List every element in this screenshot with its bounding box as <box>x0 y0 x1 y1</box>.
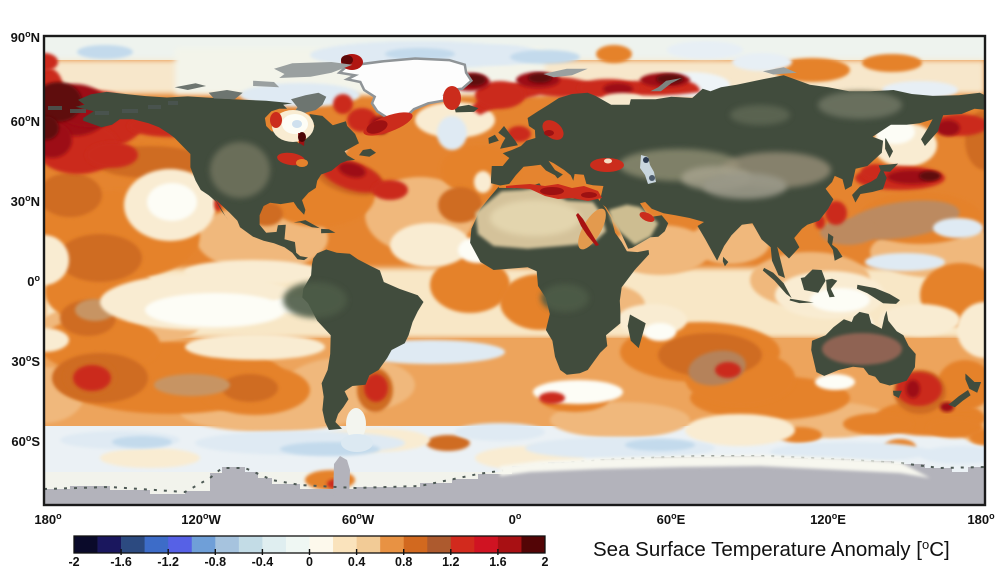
svg-text:90oN: 90oN <box>11 29 40 45</box>
svg-text:60oN: 60oN <box>11 113 40 129</box>
svg-text:120oW: 120oW <box>181 511 221 527</box>
svg-text:-0.8: -0.8 <box>205 555 227 569</box>
svg-text:30oN: 30oN <box>11 193 40 209</box>
svg-text:2: 2 <box>542 555 549 569</box>
svg-text:-1.6: -1.6 <box>110 555 132 569</box>
svg-text:-2: -2 <box>68 555 79 569</box>
svg-text:1.2: 1.2 <box>442 555 459 569</box>
svg-text:0.8: 0.8 <box>395 555 412 569</box>
svg-text:30oS: 30oS <box>11 353 40 369</box>
svg-text:0.4: 0.4 <box>348 555 365 569</box>
svg-text:120oE: 120oE <box>810 511 846 527</box>
svg-text:Sea Surface Temperature Anomal: Sea Surface Temperature Anomaly [oC] <box>593 537 950 561</box>
svg-text:1.6: 1.6 <box>489 555 506 569</box>
svg-text:-0.4: -0.4 <box>252 555 274 569</box>
svg-text:-1.2: -1.2 <box>157 555 179 569</box>
svg-text:0: 0 <box>306 555 313 569</box>
svg-text:180o: 180o <box>967 511 995 527</box>
svg-text:60oS: 60oS <box>11 433 40 449</box>
svg-text:60oW: 60oW <box>342 511 375 527</box>
svg-text:60oE: 60oE <box>657 511 686 527</box>
svg-text:180o: 180o <box>34 511 62 527</box>
